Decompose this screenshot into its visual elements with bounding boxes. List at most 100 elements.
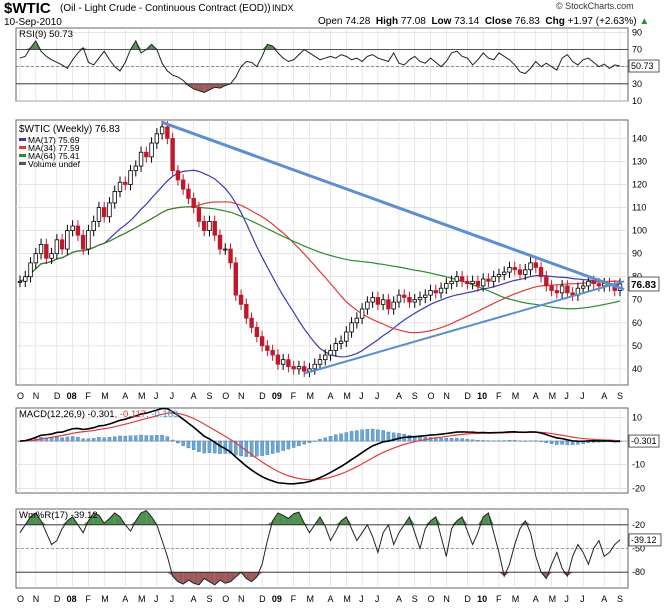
price-bar-body [165, 126, 170, 139]
macd-histogram-bar [497, 440, 501, 442]
ma-64-line [19, 206, 621, 310]
wmr-ytick-label: -20 [632, 520, 645, 530]
price-bar-body [554, 290, 560, 294]
macd-histogram-bar [212, 440, 217, 454]
wmr-ytick-label: -50 [632, 544, 645, 554]
wmr-month-label: F [496, 594, 502, 604]
price-bar-body [128, 170, 133, 185]
wmr-overbought-fill [272, 512, 278, 525]
macd-histogram-bar [60, 437, 64, 442]
macd-histogram-bar [407, 435, 412, 442]
macd-histogram-bar [307, 440, 312, 443]
macd-histogram-bar [81, 438, 85, 442]
wmr-oversold-fill [167, 572, 173, 577]
price-month-label: O [428, 391, 435, 401]
price-bar-body [491, 276, 496, 282]
price-month-label: 10 [477, 391, 487, 401]
price-current-box [628, 276, 660, 292]
price-bar-body [23, 276, 28, 282]
price-bar-body [149, 142, 154, 158]
macd-histogram-bar [460, 438, 464, 442]
wmr-overbought-fill [88, 512, 94, 525]
price-month-label: A [122, 391, 128, 401]
macd-histogram-bar [102, 437, 106, 442]
macd-histogram-bar [549, 440, 554, 445]
wmr-month-label: 10 [477, 594, 487, 604]
macd-histogram-bar [202, 440, 206, 454]
wmr-overbought-fill [488, 512, 494, 525]
price-month-label: M [343, 391, 351, 401]
price-month-label: M [512, 391, 519, 401]
price-month-label: A [328, 391, 334, 401]
macd-title-main: MACD(12,26,9) -0.301 [19, 409, 115, 420]
macd-current-label: -0.301 [631, 436, 657, 446]
wmr-month-label: M [306, 594, 314, 604]
macd-histogram-bar [49, 437, 54, 442]
wmr-month-label: D [464, 594, 471, 604]
price-bar-body [44, 244, 49, 259]
macd-histogram-bar [276, 440, 280, 453]
macd-histogram-bar [370, 428, 375, 442]
price-bar-body [438, 287, 444, 294]
price-bar-body [391, 301, 396, 310]
price-month-label: 08 [67, 391, 77, 401]
rsi-panel-frame [15, 27, 629, 102]
wmr-month-label: J [375, 594, 380, 604]
price-month-label: O [17, 391, 24, 401]
wmr-month-label: M [138, 594, 146, 604]
price-bar-body [202, 220, 207, 232]
chg-label: Chg [545, 16, 565, 27]
macd-histogram-bar [55, 436, 59, 442]
price-bar-body [533, 262, 538, 268]
wmr-oversold-fill [214, 572, 220, 585]
price-bar-body [33, 253, 38, 264]
macd-histogram-bar [97, 437, 101, 442]
macd-histogram-bar [270, 440, 275, 454]
rsi-oversold-fill [209, 83, 215, 90]
macd-histogram-bar [476, 440, 480, 442]
macd-histogram-bar [234, 440, 238, 456]
wmr-oversold-fill [251, 572, 257, 582]
wmr-oversold-fill [183, 572, 189, 585]
macd-histogram-bar [260, 440, 264, 456]
macd-histogram-bar [349, 431, 354, 442]
wmr-month-label: N [33, 594, 40, 604]
macd-histogram-bar [328, 436, 333, 442]
price-bar-body [59, 239, 65, 250]
macd-panel-frame [15, 407, 629, 494]
macd-histogram-bar [286, 440, 291, 450]
wmr-month-label: D [54, 594, 61, 604]
wmr-month-label: M [343, 594, 351, 604]
quote-summary: Open 74.28 High 77.08 Low 73.14 Close 76… [318, 16, 649, 27]
macd-histogram-bar [207, 440, 212, 453]
price-bar-body [86, 230, 91, 250]
wmr-overbought-fill [109, 512, 115, 525]
price-month-label: D [464, 391, 471, 401]
wmr-oversold-fill [193, 572, 199, 585]
price-month-label: N [33, 391, 40, 401]
macd-histogram-bar [486, 440, 491, 442]
macd-histogram-bar [355, 430, 359, 442]
macd-histogram-bar [544, 440, 549, 443]
chart-date: 10-Sep-2010 [4, 17, 62, 28]
price-bar-body [191, 197, 196, 208]
price-bar-body [365, 301, 370, 310]
macd-histogram-bar [149, 435, 154, 442]
macd-histogram-bar [523, 440, 528, 442]
price-month-label: S [412, 391, 418, 401]
macd-histogram-bar [244, 440, 249, 457]
wmr-month-label: J [580, 594, 585, 604]
price-month-label: J [375, 391, 380, 401]
price-bar-body [175, 170, 181, 181]
lower-trendline [303, 280, 625, 375]
price-month-label: S [617, 391, 623, 401]
macd-histogram-bar [312, 440, 317, 442]
wmr-oversold-fill [177, 572, 184, 585]
price-month-label: A [191, 391, 197, 401]
macd-histogram-bar [323, 437, 328, 442]
price-bar-body [286, 359, 291, 367]
price-bar-body [186, 188, 191, 199]
macd-histogram-bar [281, 440, 285, 451]
price-month-label: M [549, 391, 557, 401]
